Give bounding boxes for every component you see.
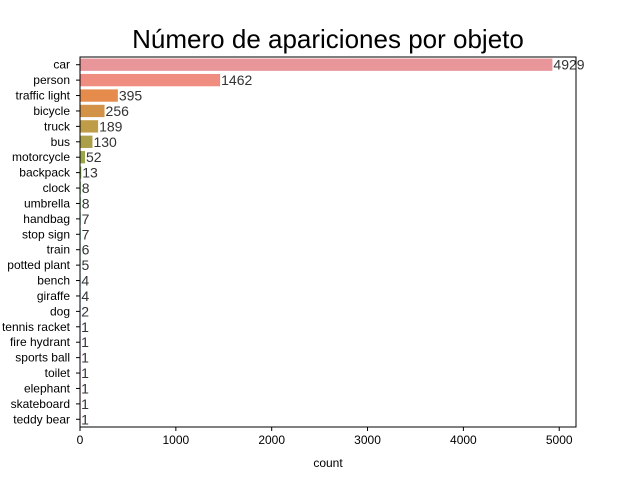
bars-group bbox=[80, 58, 553, 426]
value-label: 4 bbox=[81, 273, 89, 289]
bar bbox=[80, 151, 85, 164]
value-label: 1 bbox=[81, 365, 89, 381]
chart-title: Número de apariciones por objeto bbox=[132, 24, 524, 54]
value-label: 1 bbox=[81, 319, 89, 335]
category-label: bench bbox=[37, 274, 70, 288]
category-label: dog bbox=[50, 304, 70, 318]
value-label: 13 bbox=[82, 165, 98, 181]
x-tick-label: 3000 bbox=[354, 433, 381, 447]
value-label: 256 bbox=[106, 103, 130, 119]
value-label: 4 bbox=[81, 288, 89, 304]
value-label: 8 bbox=[82, 195, 90, 211]
category-label: stop sign bbox=[22, 227, 70, 241]
category-label: clock bbox=[43, 181, 71, 195]
value-label: 189 bbox=[99, 118, 123, 134]
value-label: 52 bbox=[86, 149, 102, 165]
category-label: skateboard bbox=[11, 397, 70, 411]
x-tick-label: 0 bbox=[77, 433, 84, 447]
category-label: toilet bbox=[45, 366, 71, 380]
bar bbox=[80, 120, 99, 133]
category-label: bicycle bbox=[33, 104, 70, 118]
value-label: 5 bbox=[81, 257, 89, 273]
x-tick-label: 5000 bbox=[546, 433, 573, 447]
x-axis-title: count bbox=[313, 456, 343, 470]
value-label: 2 bbox=[81, 303, 89, 319]
value-label: 7 bbox=[82, 226, 90, 242]
value-label: 130 bbox=[93, 134, 117, 150]
category-label: handbag bbox=[23, 212, 70, 226]
bar bbox=[80, 73, 221, 87]
value-label: 1 bbox=[81, 411, 89, 427]
plot-frame bbox=[79, 56, 577, 428]
value-label: 395 bbox=[119, 88, 143, 104]
x-tick-label: 2000 bbox=[258, 433, 285, 447]
category-label: person bbox=[33, 73, 70, 87]
category-label: teddy bear bbox=[13, 412, 70, 426]
category-label: car bbox=[53, 58, 70, 72]
bar bbox=[80, 135, 93, 148]
category-label: train bbox=[47, 243, 70, 257]
category-label: potted plant bbox=[7, 258, 70, 272]
value-label: 1 bbox=[81, 350, 89, 366]
value-label: 1 bbox=[81, 396, 89, 412]
value-label: 1 bbox=[81, 380, 89, 396]
category-label: tennis racket bbox=[2, 320, 71, 334]
category-label: umbrella bbox=[24, 196, 70, 210]
category-label: sports ball bbox=[15, 351, 70, 365]
value-label: 4929 bbox=[553, 57, 584, 73]
category-label: backpack bbox=[19, 166, 71, 180]
value-label: 1462 bbox=[221, 72, 252, 88]
value-label: 7 bbox=[82, 211, 90, 227]
category-label: traffic light bbox=[16, 89, 71, 103]
category-label: giraffe bbox=[37, 289, 70, 303]
bar bbox=[80, 166, 82, 179]
category-label: elephant bbox=[24, 381, 71, 395]
value-label: 6 bbox=[82, 242, 90, 258]
bar bbox=[80, 104, 105, 118]
x-axis-ticks: 0 1000 2000 3000 4000 5000 bbox=[77, 427, 573, 447]
category-label: fire hydrant bbox=[10, 335, 71, 349]
bar bbox=[80, 89, 118, 102]
x-tick-label: 1000 bbox=[162, 433, 189, 447]
x-tick-label: 4000 bbox=[450, 433, 477, 447]
category-label: bus bbox=[51, 135, 70, 149]
value-label: 1 bbox=[81, 334, 89, 350]
value-label: 8 bbox=[82, 180, 90, 196]
category-label: motorcycle bbox=[12, 150, 70, 164]
category-label: truck bbox=[44, 119, 71, 133]
bar bbox=[80, 58, 553, 71]
